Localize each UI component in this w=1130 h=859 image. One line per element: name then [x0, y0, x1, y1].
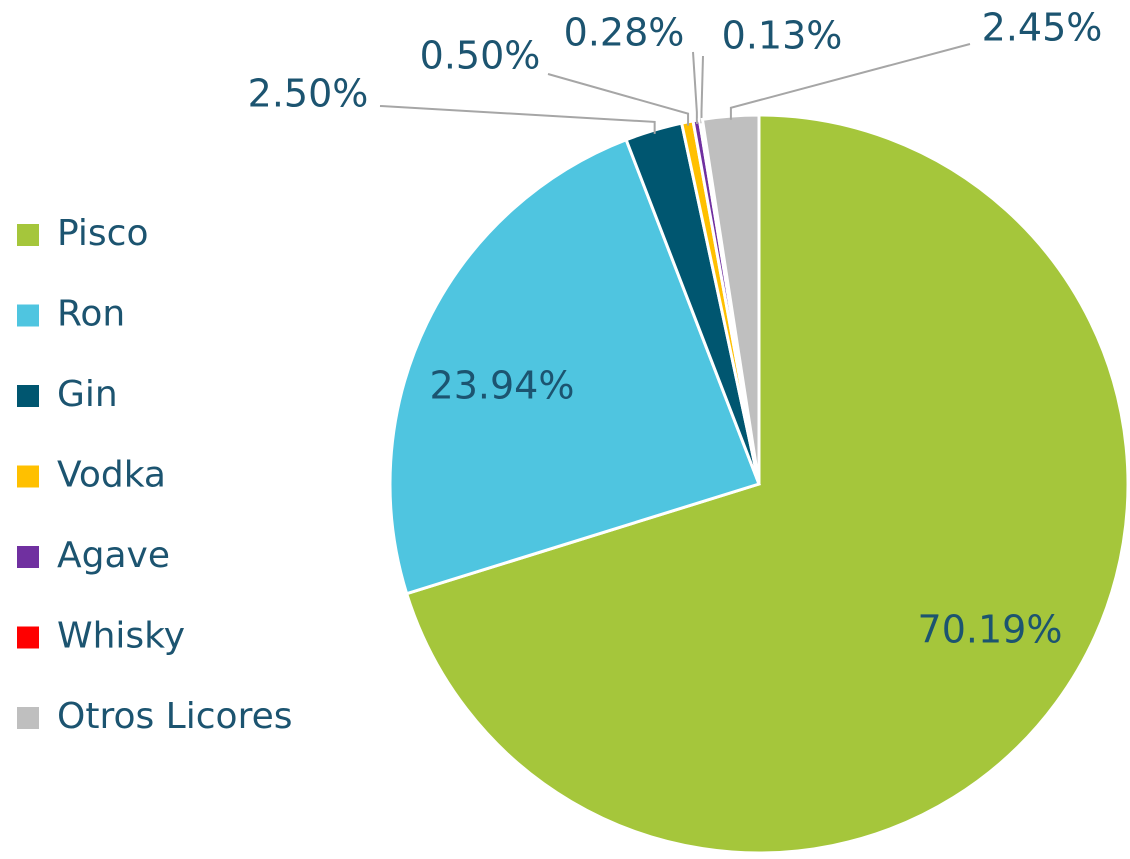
- legend-swatch: [17, 304, 39, 327]
- leader-line: [729, 43, 971, 120]
- pie-slice: [404, 113, 1130, 855]
- legend-label: Ron: [57, 294, 125, 335]
- leader-line: [700, 55, 704, 124]
- legend-swatch: [17, 626, 39, 649]
- legend-label: Agave: [57, 535, 170, 576]
- legend-label: Otros Licores: [57, 696, 292, 737]
- legend-swatch: [17, 707, 39, 729]
- legend-swatch: [17, 385, 39, 407]
- leader-line: [692, 51, 698, 125]
- data-label: 2.50%: [248, 72, 369, 116]
- data-label: 0.28%: [564, 11, 685, 55]
- legend-label: Whisky: [57, 616, 185, 657]
- legend-label: Pisco: [57, 213, 149, 254]
- leader-line: [547, 73, 690, 126]
- legend-label: Gin: [57, 374, 118, 415]
- data-label: 70.19%: [918, 608, 1063, 652]
- pie-slice: [388, 137, 761, 596]
- data-label: 23.94%: [430, 364, 575, 408]
- data-label: 2.45%: [982, 6, 1103, 50]
- leader-line: [379, 105, 656, 134]
- data-label: 0.13%: [722, 14, 843, 58]
- legend-swatch: [17, 546, 39, 568]
- legend-label: Vodka: [57, 455, 166, 496]
- legend-swatch: [17, 465, 39, 488]
- legend-swatch: [17, 224, 39, 246]
- data-label: 0.50%: [420, 34, 541, 78]
